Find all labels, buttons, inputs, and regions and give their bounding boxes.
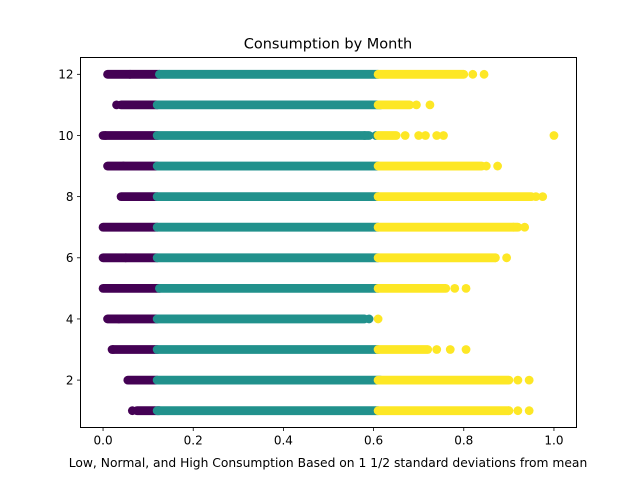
- point-high-1: [513, 406, 523, 416]
- x-tick-label: 0.6: [364, 434, 383, 448]
- x-tick-label: 0.4: [274, 434, 293, 448]
- point-high-25: [425, 100, 435, 110]
- point-high-6: [461, 345, 471, 354]
- point-high-3: [524, 375, 534, 385]
- point-low-6: [118, 161, 128, 171]
- point-high-13: [520, 222, 530, 232]
- y-tick-label: 12: [58, 68, 73, 82]
- point-normal-0: [364, 314, 374, 324]
- point-high-21: [432, 131, 442, 140]
- point-high-28: [468, 69, 478, 79]
- point-low-3: [121, 253, 130, 263]
- point-high-26: [412, 100, 421, 110]
- point-high-27: [479, 69, 489, 79]
- y-tick-label: 8: [66, 190, 74, 204]
- point-high-5: [445, 345, 455, 354]
- point-high-12: [490, 253, 500, 263]
- point-low-7: [112, 100, 121, 110]
- point-high-2: [504, 406, 514, 416]
- point-high-7: [432, 345, 442, 354]
- point-high-22: [421, 131, 430, 140]
- point-high-9: [461, 283, 471, 293]
- y-tick-label: 2: [66, 373, 74, 387]
- x-tick-label: 1.0: [544, 434, 563, 448]
- x-tick-label: 0.2: [184, 434, 203, 448]
- x-axis: 0.0 0.2 0.4 0.6 0.8 1.0: [94, 427, 563, 448]
- y-tick-label: 10: [58, 129, 73, 143]
- point-high-4: [513, 375, 523, 385]
- series-low: [98, 69, 164, 416]
- series-normal: [152, 69, 385, 416]
- x-tick-label: 0.8: [454, 434, 473, 448]
- y-tick-label: 6: [66, 251, 74, 265]
- point-high-20: [439, 131, 448, 140]
- x-tick-label: 0.0: [94, 434, 113, 448]
- y-axis: 2 4 6 8 10 12: [58, 68, 81, 387]
- point-high-14: [508, 222, 518, 232]
- point-low-4: [125, 69, 135, 79]
- x-axis-label: Low, Normal, and High Consumption Based …: [69, 456, 588, 470]
- point-high-15: [538, 192, 548, 202]
- point-normal-2: [360, 131, 369, 140]
- point-high-16: [531, 192, 541, 202]
- y-tick-label: 4: [66, 312, 74, 326]
- point-high-17: [493, 161, 502, 171]
- point-high-8: [373, 314, 383, 324]
- axes-frame: [80, 57, 577, 428]
- point-low-2: [114, 314, 124, 324]
- point-low-5: [127, 406, 137, 416]
- point-high-24: [400, 131, 410, 140]
- point-low-0: [100, 131, 110, 140]
- series-high: [373, 69, 559, 416]
- point-high-11: [502, 253, 512, 263]
- point-high-18: [481, 161, 491, 171]
- point-low-1: [108, 345, 118, 354]
- point-high-0: [524, 406, 534, 416]
- plot-area: [98, 69, 559, 416]
- point-high-10: [450, 283, 460, 293]
- point-high-19: [549, 131, 559, 140]
- chart-title: Consumption by Month: [244, 37, 413, 53]
- point-high-23: [414, 131, 424, 140]
